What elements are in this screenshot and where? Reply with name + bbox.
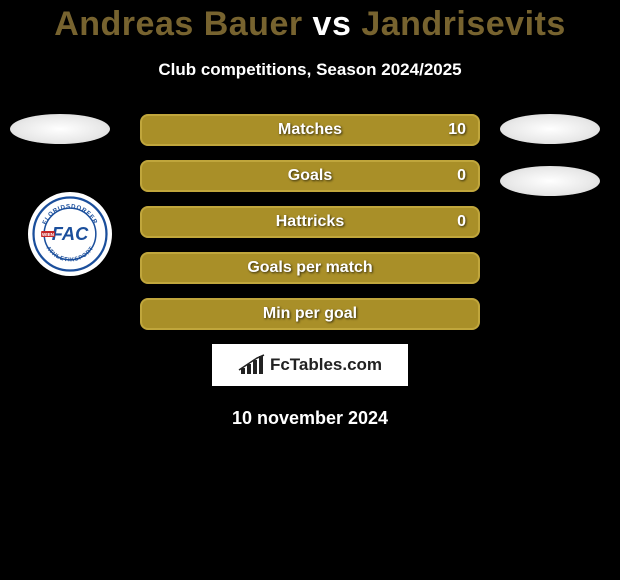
stat-row-matches: Matches 10 [140,114,480,146]
stat-rows: Matches 10 Goals 0 Hattricks 0 Goals per… [140,114,480,330]
stat-label: Goals per match [247,259,372,277]
stat-row-hattricks: Hattricks 0 [140,206,480,238]
brand-chart-icon [238,354,268,376]
title-vs: vs [313,5,352,43]
player1-photo-placeholder [10,114,110,144]
stat-label: Goals [288,167,332,185]
stat-value-right: 0 [457,167,466,185]
stat-value-right: 10 [448,121,466,139]
infographic-root: Andreas Bauer vs Jandrisevits Club compe… [0,0,620,580]
brand-box: FcTables.com [212,344,408,386]
page-title: Andreas Bauer vs Jandrisevits [0,5,620,44]
brand-text: FcTables.com [270,355,382,375]
stat-label: Hattricks [276,213,344,231]
stat-value-right: 0 [457,213,466,231]
stats-area: FLORIDSDORFER ATHLETIKSPORT FAC WIEN Mat… [0,114,620,429]
player2-photo-placeholder-2 [500,166,600,196]
stat-row-goals: Goals 0 [140,160,480,192]
subtitle: Club competitions, Season 2024/2025 [0,60,620,80]
club-badge-icon: FLORIDSDORFER ATHLETIKSPORT FAC WIEN [32,196,108,272]
stat-row-min-per-goal: Min per goal [140,298,480,330]
date-text: 10 november 2024 [0,408,620,429]
player2-photo-placeholder-1 [500,114,600,144]
stat-row-goals-per-match: Goals per match [140,252,480,284]
svg-text:WIEN: WIEN [42,232,54,237]
stat-label: Min per goal [263,305,357,323]
svg-text:FAC: FAC [52,223,89,244]
title-player1: Andreas Bauer [54,5,302,43]
stat-label: Matches [278,121,342,139]
club-badge: FLORIDSDORFER ATHLETIKSPORT FAC WIEN [28,192,112,276]
title-player2: Jandrisevits [361,5,565,43]
